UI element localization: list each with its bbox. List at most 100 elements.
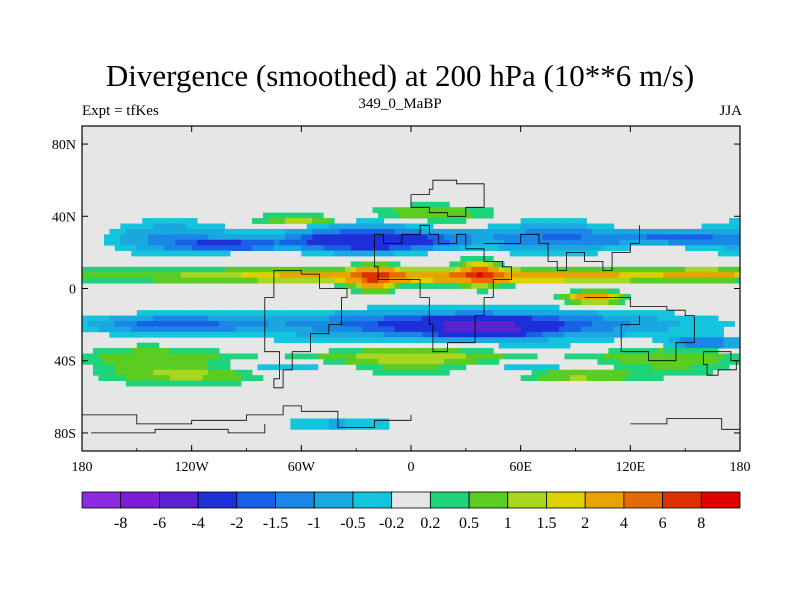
field-cell [668, 272, 675, 279]
field-cell [125, 266, 132, 273]
field-cell [487, 212, 494, 219]
field-cell [323, 272, 330, 279]
field-cell [339, 277, 346, 284]
field-cell [597, 310, 604, 316]
field-cell [663, 348, 670, 354]
field-cell [92, 364, 99, 371]
field-cell [202, 380, 209, 387]
field-cell [323, 358, 330, 365]
field-cell [591, 369, 598, 376]
field-cell [427, 234, 434, 241]
field-cell [701, 272, 708, 279]
field-cell [301, 310, 308, 316]
field-cell [493, 228, 500, 235]
field-cell [498, 315, 505, 322]
field-cell [449, 245, 456, 251]
field-cell [367, 348, 374, 354]
field-cell [411, 277, 417, 284]
field-cell [164, 364, 171, 371]
field-cell [696, 245, 703, 251]
field-cell [679, 337, 686, 344]
field-cell [153, 218, 160, 224]
field-cell [476, 228, 483, 235]
field-cell [668, 364, 675, 371]
field-cell [465, 261, 472, 268]
field-cell [235, 277, 242, 284]
field-cell [356, 331, 363, 338]
field-cell [219, 375, 225, 381]
field-cell [328, 272, 335, 279]
field-cell [142, 348, 149, 354]
field-cell [575, 234, 582, 241]
field-cell [120, 234, 127, 241]
field-cell [350, 418, 357, 425]
field-cell [125, 369, 132, 376]
field-cell [570, 331, 576, 338]
field-cell [290, 277, 297, 284]
field-cell [312, 315, 319, 322]
field-cell [290, 364, 297, 371]
field-cell [580, 293, 587, 300]
field-cell [564, 245, 571, 251]
field-cell [707, 326, 713, 333]
field-cell [652, 358, 659, 365]
field-cell [624, 353, 631, 360]
field-cell [586, 331, 593, 338]
field-cell [416, 326, 423, 333]
field-cell [241, 321, 247, 327]
field-cell [306, 423, 313, 430]
field-cell [729, 353, 735, 360]
colorbar-swatch [623, 491, 663, 509]
field-cell [317, 234, 324, 241]
field-cell [454, 261, 461, 268]
field-cell [734, 277, 740, 284]
field-cell [92, 348, 99, 354]
field-cell [635, 353, 642, 360]
field-cell [443, 212, 450, 219]
field-cell [103, 266, 110, 273]
field-cell [389, 326, 395, 333]
field-cell [438, 228, 445, 235]
field-cell [509, 228, 516, 235]
field-cell [273, 321, 280, 327]
field-cell [213, 315, 220, 322]
field-cell [580, 218, 587, 224]
field-cell [575, 266, 582, 273]
field-cell [131, 369, 138, 376]
field-cell [334, 283, 341, 289]
field-cell [367, 272, 374, 279]
field-cell [685, 272, 692, 279]
field-cell [701, 353, 708, 360]
field-cell [421, 228, 428, 235]
field-cell [306, 326, 313, 333]
field-cell [449, 364, 456, 371]
field-cell [471, 239, 478, 246]
field-cell [230, 315, 236, 322]
field-cell [389, 283, 395, 289]
field-cell [559, 331, 565, 338]
field-cell [707, 277, 713, 284]
field-cell [235, 239, 242, 246]
field-cell [372, 223, 379, 230]
field-cell [361, 310, 368, 316]
field-cell [224, 266, 231, 273]
field-cell [449, 272, 456, 279]
field-cell [268, 212, 275, 219]
field-cell [131, 326, 138, 333]
field-cell [460, 348, 467, 354]
field-cell [257, 310, 264, 316]
field-cell [646, 326, 653, 333]
field-cell [679, 348, 686, 354]
field-cell [509, 315, 516, 322]
field-cell [98, 348, 105, 354]
field-cell [235, 369, 242, 376]
field-cell [597, 293, 604, 300]
field-cell [597, 288, 604, 295]
field-cell [279, 326, 286, 333]
field-cell [284, 331, 291, 338]
field-cell [246, 310, 253, 316]
field-cell [668, 277, 675, 284]
field-cell [668, 331, 675, 338]
colorbar-label: 1 [504, 515, 512, 532]
field-cell [487, 207, 494, 214]
